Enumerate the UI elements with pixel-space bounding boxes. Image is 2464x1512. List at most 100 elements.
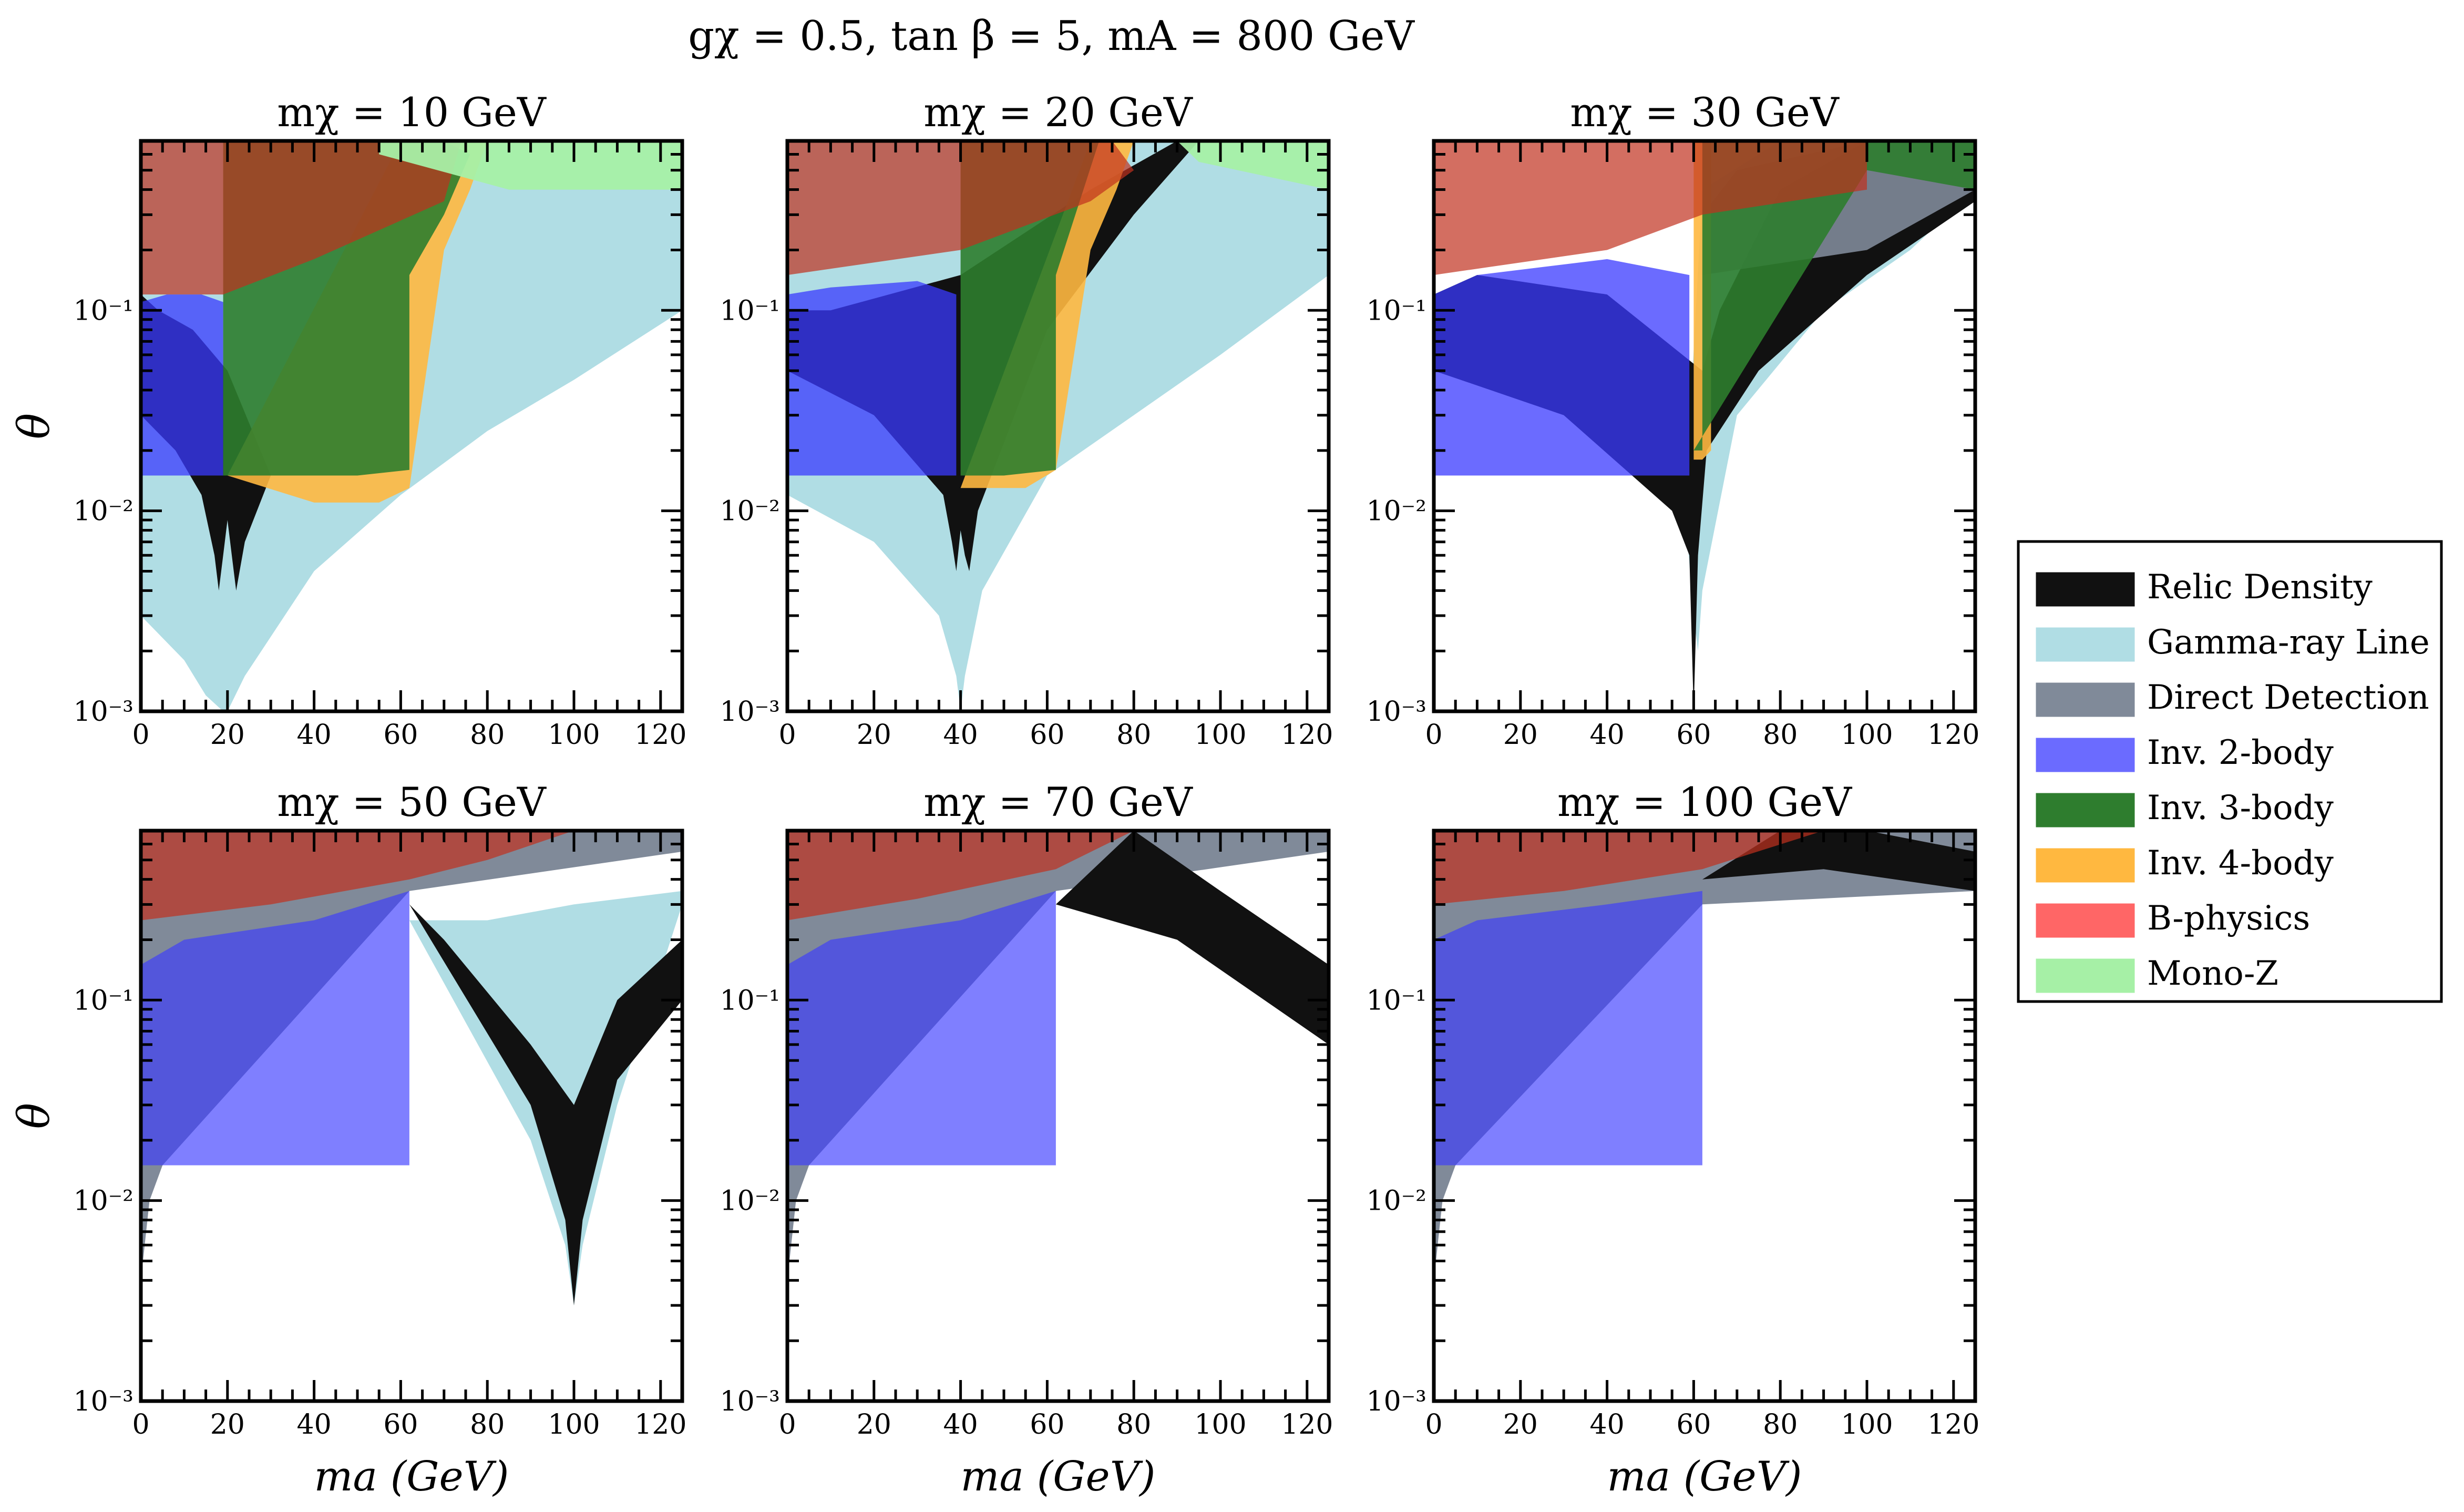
legend-entry: Inv. 2-body xyxy=(2036,733,2334,772)
region-mono-z xyxy=(1177,141,1329,190)
region-inv-2-body xyxy=(1434,259,1690,476)
y-tick-label: 10⁻³ xyxy=(74,696,134,728)
subplot-4: mχ = 50 GeV 0 20 40 60 80 100 120 10⁻¹ 10⁻² 10⁻³ ma… xyxy=(9,779,686,1500)
y-tick-label: 10⁻³ xyxy=(720,696,780,728)
legend-label: Inv. 2-body xyxy=(2147,733,2334,772)
x-tick-label: 120 xyxy=(1927,719,1979,751)
x-axis-label: ma (GeV) xyxy=(1607,1453,1802,1500)
legend-entry: Mono-Z xyxy=(2036,954,2278,993)
y-axis-label: θ xyxy=(9,1103,59,1129)
y-tick-label: 10⁻² xyxy=(720,1186,780,1217)
legend-label: Relic Density xyxy=(2147,568,2373,607)
x-tick-label: 80 xyxy=(1116,719,1151,751)
y-tick-label: 10⁻² xyxy=(720,496,780,527)
subplots-grid: mχ = 10 GeV 0 20 40 60 80 100 120 10⁻¹ 10⁻² 10⁻³ θ m… xyxy=(9,89,1979,1500)
axes-frame xyxy=(785,829,1331,1403)
x-tick-label: 60 xyxy=(1030,1409,1064,1441)
x-tick-label: 60 xyxy=(383,1409,418,1441)
x-tick-label: 0 xyxy=(778,719,796,751)
regions xyxy=(787,831,1329,1281)
regions xyxy=(787,141,1329,711)
x-tick-label: 80 xyxy=(1763,719,1798,751)
legend-swatch xyxy=(2036,958,2135,993)
y-tick-label: 10⁻¹ xyxy=(720,295,780,326)
subplot-2: mχ = 20 GeV 0 20 40 60 80 100 120 10⁻¹ 10⁻² 10⁻³ xyxy=(720,89,1333,751)
x-axis-label: ma (GeV) xyxy=(314,1453,509,1500)
x-tick-label: 20 xyxy=(210,719,245,751)
region-b-physics xyxy=(141,831,574,921)
x-tick-label: 0 xyxy=(132,719,149,751)
subplot-6: mχ = 100 GeV 0 20 40 60 80 100 120 10⁻¹ 10⁻² 10⁻³ m… xyxy=(1367,779,1980,1500)
region-inv-2-body xyxy=(1434,891,1702,1166)
y-tick-label: 10⁻³ xyxy=(720,1386,780,1417)
legend-swatch xyxy=(2036,682,2135,717)
x-tick-label: 60 xyxy=(1676,719,1711,751)
region-inv-2-body xyxy=(787,891,1056,1166)
x-tick-label: 80 xyxy=(470,719,505,751)
region-b-physics xyxy=(787,831,1134,921)
region-inv-2-body xyxy=(787,281,957,476)
legend-swatch xyxy=(2036,627,2135,662)
x-tick-label: 20 xyxy=(1503,719,1538,751)
x-tick-label: 0 xyxy=(778,1409,796,1441)
subplot-title: mχ = 100 GeV xyxy=(1557,779,1852,825)
x-tick-label: 120 xyxy=(634,1409,686,1441)
x-tick-label: 80 xyxy=(1763,1409,1798,1441)
region-mono-z xyxy=(379,141,682,190)
legend-entry: Gamma-ray Line xyxy=(2036,623,2430,662)
x-tick-label: 60 xyxy=(1676,1409,1711,1441)
x-tick-label: 20 xyxy=(1503,1409,1538,1441)
x-tick-label: 0 xyxy=(1425,719,1442,751)
region-relic-density xyxy=(409,904,682,1305)
legend-entry: Inv. 3-body xyxy=(2036,789,2334,827)
x-tick-label: 0 xyxy=(132,1409,149,1441)
subplot-3: mχ = 30 GeV 0 20 40 60 80 100 120 10⁻¹ 10⁻² 10⁻³ xyxy=(1367,89,1980,751)
y-tick-label: 10⁻¹ xyxy=(1367,985,1426,1016)
axes-frame xyxy=(139,829,684,1403)
x-tick-label: 120 xyxy=(634,719,686,751)
y-tick-label: 10⁻³ xyxy=(74,1386,134,1417)
legend-swatch xyxy=(2036,572,2135,607)
x-tick-label: 20 xyxy=(210,1409,245,1441)
x-tick-label: 40 xyxy=(1590,1409,1625,1441)
x-tick-label: 60 xyxy=(1030,719,1064,751)
legend-entry: Relic Density xyxy=(2036,568,2373,607)
subplot-title: mχ = 20 GeV xyxy=(923,89,1193,136)
y-tick-label: 10⁻¹ xyxy=(720,985,780,1016)
region-inv-2-body xyxy=(141,891,409,1166)
x-tick-label: 100 xyxy=(1194,719,1246,751)
axes-frame xyxy=(785,139,1331,713)
subplot-title: mχ = 10 GeV xyxy=(277,89,547,136)
axes-frame xyxy=(1432,829,1977,1403)
legend-swatch xyxy=(2036,738,2135,772)
legend-entry: Inv. 4-body xyxy=(2036,844,2334,883)
region-b-physics xyxy=(1434,831,1824,905)
x-tick-label: 120 xyxy=(1281,1409,1333,1441)
axes-frame xyxy=(1432,139,1977,713)
region-b-physics xyxy=(1434,141,1867,275)
y-tick-label: 10⁻² xyxy=(74,1186,134,1217)
x-tick-label: 40 xyxy=(297,1409,332,1441)
y-axis-label: θ xyxy=(9,413,59,439)
x-tick-label: 40 xyxy=(1590,719,1625,751)
x-axis-label: ma (GeV) xyxy=(961,1453,1156,1500)
legend-entry: Direct Detection xyxy=(2036,678,2429,717)
x-tick-label: 80 xyxy=(1116,1409,1151,1441)
region-inv-3-body xyxy=(1693,141,1975,451)
legend-label: Mono-Z xyxy=(2147,954,2278,993)
x-tick-label: 20 xyxy=(857,1409,891,1441)
region-b-physics xyxy=(787,141,1134,275)
y-tick-label: 10⁻¹ xyxy=(74,295,134,326)
legend-swatch xyxy=(2036,848,2135,883)
legend-label: Inv. 3-body xyxy=(2147,789,2334,827)
x-tick-label: 40 xyxy=(943,1409,978,1441)
y-tick-label: 10⁻³ xyxy=(1367,696,1426,728)
regions xyxy=(141,141,682,711)
subplot-title: mχ = 70 GeV xyxy=(923,779,1193,825)
axes-frame xyxy=(139,139,684,713)
subplot-title: mχ = 30 GeV xyxy=(1570,89,1840,136)
subplot-title: mχ = 50 GeV xyxy=(277,779,547,825)
y-tick-label: 10⁻¹ xyxy=(74,985,134,1016)
x-tick-label: 40 xyxy=(297,719,332,751)
